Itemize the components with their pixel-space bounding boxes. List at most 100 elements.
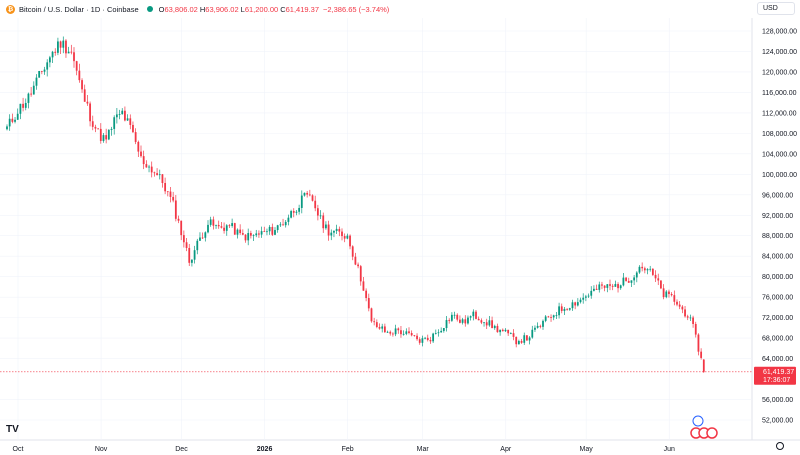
candle-body	[416, 335, 418, 340]
candle-body	[94, 126, 97, 129]
candle-body	[646, 269, 649, 271]
candle-body	[461, 319, 464, 323]
candle-body	[220, 226, 223, 228]
candle-body	[319, 215, 322, 217]
close-label: C	[280, 4, 286, 14]
candle-body	[207, 224, 209, 233]
candle-body	[51, 51, 54, 58]
candle-body	[526, 335, 528, 341]
candle-body	[619, 285, 622, 289]
candle-body	[180, 220, 183, 236]
candle-body	[421, 338, 424, 343]
low-value: 61,200.00	[244, 4, 279, 14]
candle-body	[370, 308, 373, 322]
candle-body	[555, 315, 558, 317]
currency-selector[interactable]: USD	[757, 2, 795, 15]
candle-body	[413, 335, 416, 337]
candle-body	[102, 135, 105, 141]
candle-body	[611, 285, 614, 287]
candle-body	[432, 333, 435, 342]
candle-body	[349, 235, 351, 247]
candle-body	[657, 278, 660, 281]
candle-body	[73, 52, 75, 62]
candle-body	[271, 226, 274, 235]
candle-body	[702, 359, 705, 372]
candle-body	[660, 280, 662, 289]
y-tick-label: 108,000.00	[762, 131, 797, 138]
candle-body	[472, 311, 475, 317]
candle-body	[400, 330, 402, 335]
candle-body	[547, 316, 550, 318]
tradingview-logo-icon[interactable]: TV	[6, 424, 19, 435]
y-tick-label: 52,000.00	[762, 418, 793, 425]
x-tick-label: Apr	[500, 446, 512, 453]
candle-body	[517, 340, 520, 345]
candle-body	[290, 211, 292, 218]
candle-body	[587, 295, 590, 297]
candle-body	[97, 128, 100, 130]
candle-body	[665, 291, 668, 298]
candle-body	[306, 192, 309, 195]
candle-body	[467, 317, 469, 324]
candle-body	[204, 232, 207, 238]
candle-body	[158, 174, 161, 176]
candle-body	[59, 41, 62, 48]
candle-body	[627, 280, 630, 283]
candle-body	[614, 284, 617, 287]
y-tick-label: 112,000.00	[762, 110, 797, 117]
candle-body	[132, 124, 134, 133]
gear-icon[interactable]	[776, 442, 784, 450]
y-tick-label: 72,000.00	[762, 315, 793, 322]
candle-body	[434, 333, 437, 334]
candle-body	[606, 284, 609, 288]
y-tick-label: 88,000.00	[762, 233, 793, 240]
candle-body	[456, 314, 459, 320]
candle-body	[501, 329, 504, 332]
candle-body	[107, 129, 110, 140]
x-tick-label: May	[580, 446, 594, 453]
candle-body	[520, 340, 523, 343]
candle-body	[638, 266, 641, 273]
candle-body	[32, 85, 35, 95]
candle-body	[24, 102, 27, 108]
y-tick-label: 100,000.00	[762, 172, 797, 179]
symbol-title[interactable]: Bitcoin / U.S. Dollar · 1D · Coinbase	[19, 4, 139, 14]
economic-events-icon[interactable]	[688, 415, 718, 440]
bitcoin-icon: ₿	[6, 4, 15, 14]
candle-body	[378, 326, 381, 329]
candle-body	[560, 306, 563, 311]
candle-body	[258, 233, 260, 235]
candle-body	[609, 284, 611, 286]
candle-body	[362, 281, 365, 291]
candle-body	[260, 231, 263, 235]
candle-body	[225, 225, 228, 231]
candle-body	[491, 320, 493, 329]
y-tick-label: 116,000.00	[762, 90, 797, 97]
countdown-label: 17:36:07	[763, 377, 790, 384]
x-tick-label: Jun	[664, 446, 675, 453]
candle-body	[209, 219, 212, 225]
candle-body	[692, 317, 694, 324]
candle-body	[145, 164, 148, 168]
y-tick-label: 76,000.00	[762, 295, 793, 302]
candle-body	[11, 118, 14, 122]
y-tick-label: 80,000.00	[762, 274, 793, 281]
candle-body	[603, 285, 606, 288]
y-tick-label: 92,000.00	[762, 213, 793, 220]
candle-body	[389, 331, 392, 334]
candle-body	[386, 331, 389, 333]
candle-body	[16, 113, 19, 120]
candle-body	[212, 219, 215, 226]
high-value: 63,906.02	[205, 4, 239, 14]
candle-body	[459, 319, 461, 323]
candle-body	[126, 118, 129, 121]
candle-body	[523, 335, 526, 343]
candle-body	[622, 277, 625, 286]
candle-body	[70, 51, 73, 53]
candle-body	[241, 233, 244, 235]
candle-body	[8, 118, 11, 127]
candle-body	[199, 237, 201, 241]
last-price-label: 61,419.37	[763, 369, 794, 376]
candle-body	[375, 322, 378, 327]
